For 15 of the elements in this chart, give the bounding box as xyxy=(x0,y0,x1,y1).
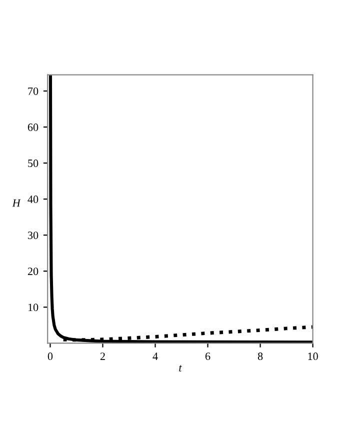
y-tick-label: 40 xyxy=(28,196,38,204)
x-tick-label: 0 xyxy=(48,352,53,360)
y-tick-label: 30 xyxy=(28,232,38,240)
x-tick-label: 10 xyxy=(308,352,318,360)
y-tick-label: 10 xyxy=(28,304,38,312)
x-tick-label: 2 xyxy=(100,352,105,360)
x-tick-label: 8 xyxy=(258,352,263,360)
y-tick-label: 50 xyxy=(28,160,38,168)
x-tick-label: 4 xyxy=(152,352,158,360)
y-tick-label: 60 xyxy=(28,124,38,132)
y-tick-label: 70 xyxy=(28,87,38,95)
x-tick-label: 6 xyxy=(205,352,210,360)
x-axis-title: t xyxy=(179,365,182,372)
y-axis-title: H xyxy=(12,199,21,207)
y-tick-label: 20 xyxy=(28,268,38,276)
